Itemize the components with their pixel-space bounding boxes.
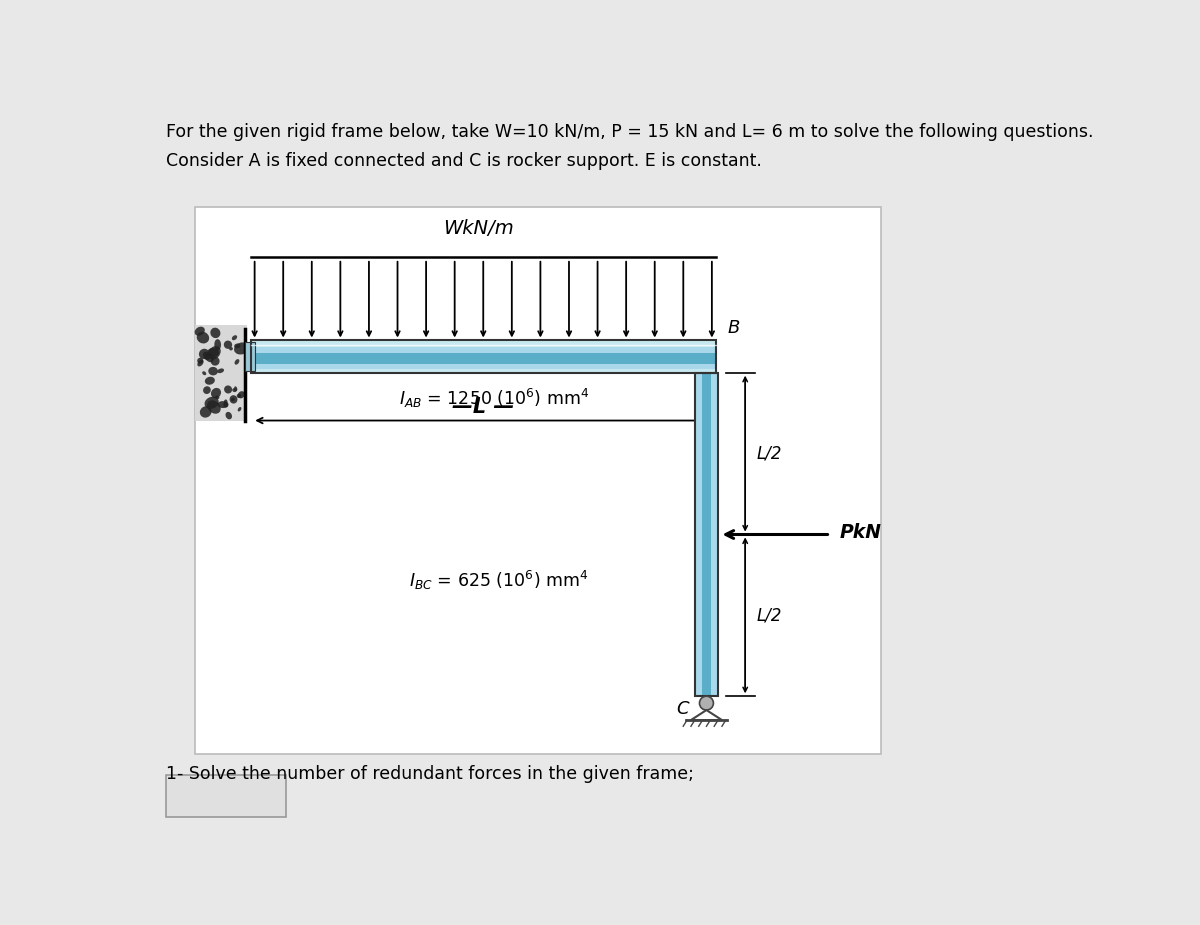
Bar bbox=[194, 325, 247, 421]
Ellipse shape bbox=[209, 367, 218, 376]
Ellipse shape bbox=[208, 346, 221, 360]
Ellipse shape bbox=[229, 395, 238, 403]
Text: $I_{AB}$ = 1250 (10$^6$) mm$^4$: $I_{AB}$ = 1250 (10$^6$) mm$^4$ bbox=[398, 387, 589, 410]
Text: L/2: L/2 bbox=[757, 445, 782, 462]
Text: Consider A is fixed connected and C is rocker support. E is constant.: Consider A is fixed connected and C is r… bbox=[166, 152, 761, 170]
Text: For the given rigid frame below, take W=10 kN/m, P = 15 kN and L= 6 m to solve t: For the given rigid frame below, take W=… bbox=[166, 122, 1093, 141]
Ellipse shape bbox=[224, 340, 232, 349]
Circle shape bbox=[700, 697, 714, 710]
Ellipse shape bbox=[234, 343, 240, 349]
Ellipse shape bbox=[200, 406, 211, 418]
Bar bbox=[251, 364, 715, 369]
Ellipse shape bbox=[236, 394, 241, 398]
Bar bbox=[245, 342, 254, 371]
Ellipse shape bbox=[197, 360, 204, 366]
Ellipse shape bbox=[208, 348, 220, 357]
Ellipse shape bbox=[210, 356, 220, 365]
Text: PkN: PkN bbox=[840, 524, 882, 542]
Ellipse shape bbox=[217, 368, 224, 373]
Ellipse shape bbox=[204, 397, 218, 409]
Ellipse shape bbox=[211, 388, 221, 398]
Ellipse shape bbox=[224, 386, 232, 393]
Ellipse shape bbox=[232, 398, 235, 401]
Bar bbox=[695, 373, 718, 697]
Ellipse shape bbox=[234, 359, 239, 364]
Bar bbox=[712, 373, 716, 697]
Ellipse shape bbox=[238, 391, 245, 399]
Bar bbox=[194, 207, 881, 754]
Bar bbox=[251, 347, 715, 352]
Text: B: B bbox=[727, 318, 739, 337]
Ellipse shape bbox=[223, 401, 228, 408]
Ellipse shape bbox=[197, 332, 209, 343]
Ellipse shape bbox=[217, 401, 228, 408]
Ellipse shape bbox=[210, 327, 221, 339]
Bar bbox=[166, 775, 286, 817]
Ellipse shape bbox=[229, 347, 233, 351]
Ellipse shape bbox=[194, 327, 205, 336]
Ellipse shape bbox=[208, 401, 221, 413]
Ellipse shape bbox=[232, 335, 238, 340]
Ellipse shape bbox=[205, 376, 215, 385]
Ellipse shape bbox=[234, 387, 238, 391]
Bar bbox=[702, 373, 712, 697]
Bar bbox=[695, 373, 696, 697]
Ellipse shape bbox=[199, 349, 209, 359]
Text: L/2: L/2 bbox=[757, 607, 782, 624]
Bar bbox=[251, 369, 715, 373]
Text: A: A bbox=[265, 359, 277, 377]
Bar bbox=[251, 352, 715, 364]
Ellipse shape bbox=[226, 412, 232, 419]
Ellipse shape bbox=[215, 396, 220, 400]
Ellipse shape bbox=[233, 388, 236, 392]
Ellipse shape bbox=[203, 387, 211, 394]
Ellipse shape bbox=[234, 342, 250, 354]
Ellipse shape bbox=[238, 407, 241, 412]
Bar bbox=[696, 373, 702, 697]
Bar bbox=[716, 373, 718, 697]
Text: —L —: —L — bbox=[452, 398, 515, 417]
Ellipse shape bbox=[205, 353, 214, 363]
Text: WkN/m: WkN/m bbox=[443, 219, 514, 238]
Ellipse shape bbox=[202, 371, 206, 376]
Bar bbox=[251, 340, 715, 373]
Ellipse shape bbox=[215, 339, 221, 351]
Ellipse shape bbox=[197, 358, 203, 364]
Ellipse shape bbox=[224, 400, 228, 404]
Bar bbox=[251, 340, 715, 347]
Ellipse shape bbox=[203, 352, 210, 360]
Text: C: C bbox=[676, 700, 689, 718]
Text: 1- Solve the number of redundant forces in the given frame;: 1- Solve the number of redundant forces … bbox=[166, 765, 694, 783]
Text: $I_{BC}$ = 625 (10$^6$) mm$^4$: $I_{BC}$ = 625 (10$^6$) mm$^4$ bbox=[409, 569, 588, 592]
